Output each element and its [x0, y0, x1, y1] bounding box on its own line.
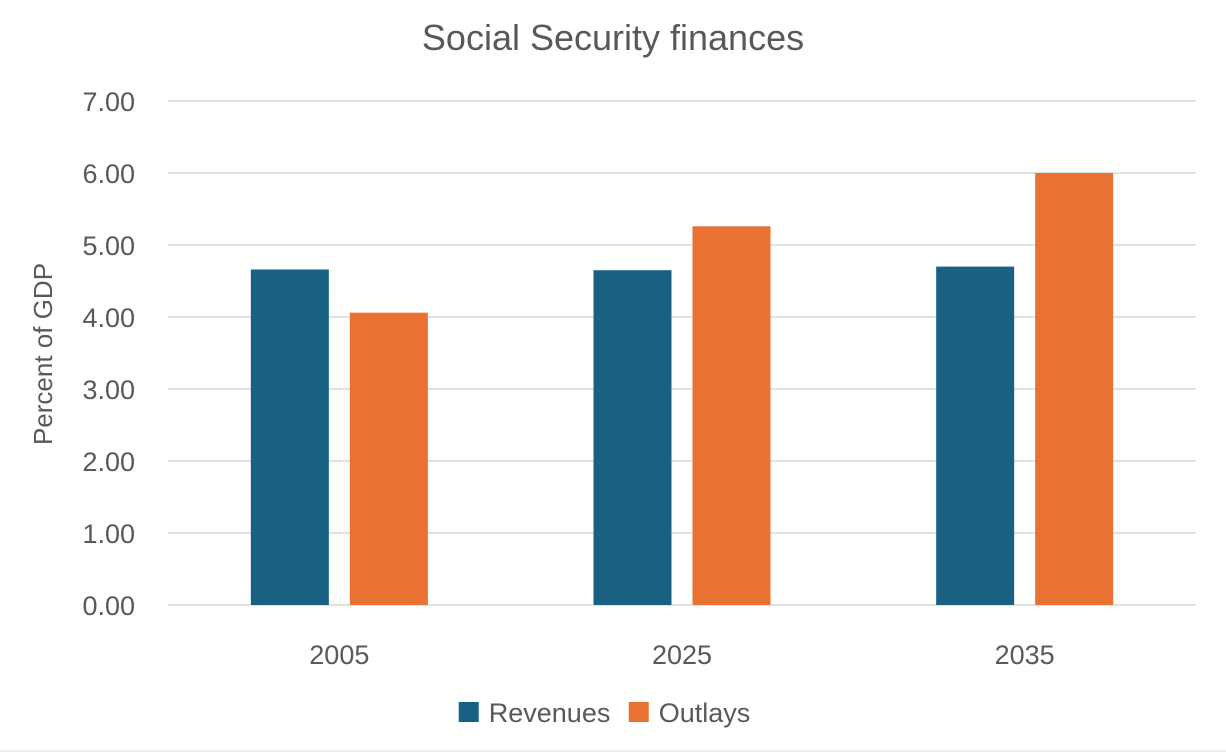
x-axis-ticks: 2005 2025 2035: [309, 640, 1054, 670]
bar-outlays-2035: [1035, 173, 1114, 605]
gridlines: [168, 100, 1196, 606]
y-tick-label: 0.00: [82, 591, 135, 621]
bar-outlays-2025: [692, 226, 771, 605]
x-tick-label: 2025: [652, 640, 712, 670]
y-tick-label: 2.00: [82, 447, 135, 477]
bar-revenues-2005: [250, 269, 329, 605]
legend-swatch-outlays: [628, 702, 649, 722]
bar-revenues-2035: [936, 266, 1015, 605]
y-tick-label: 4.00: [82, 303, 135, 333]
y-axis-label: Percent of GDP: [28, 263, 58, 445]
legend: Revenues Outlays: [458, 698, 751, 728]
bar-revenues-2025: [593, 270, 672, 605]
y-tick-label: 5.00: [82, 231, 135, 261]
y-tick-label: 6.00: [82, 159, 135, 189]
chart-title: Social Security finances: [422, 17, 804, 58]
x-tick-label: 2035: [995, 640, 1055, 670]
bars: [250, 173, 1114, 605]
y-tick-label: 3.00: [82, 375, 135, 405]
x-tick-label: 2005: [309, 640, 369, 670]
legend-swatch-revenues: [458, 702, 479, 722]
bar-outlays-2005: [349, 312, 428, 605]
legend-label-outlays: Outlays: [659, 698, 751, 728]
y-axis-ticks: 0.00 1.00 2.00 3.00 4.00 5.00 6.00 7.00: [82, 87, 135, 621]
y-tick-label: 7.00: [82, 87, 135, 117]
y-tick-label: 1.00: [82, 519, 135, 549]
legend-label-revenues: Revenues: [489, 698, 611, 728]
